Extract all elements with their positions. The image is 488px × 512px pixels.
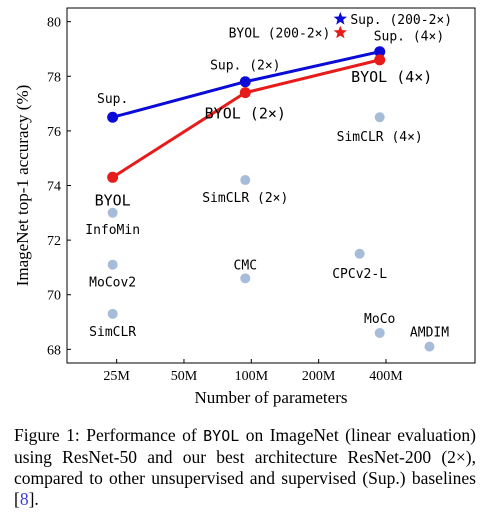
point-mocov2 — [107, 259, 118, 270]
point-byol-2x — [239, 87, 251, 99]
caption-method: BYOL — [203, 427, 240, 445]
point-sup — [107, 111, 119, 123]
label-byol-4x: BYOL (4×) — [351, 68, 432, 86]
caption-prefix: Figure 1: Performance of — [14, 425, 204, 445]
label-moco: MoCo — [364, 312, 395, 327]
x-axis-label: Number of parameters — [195, 388, 348, 407]
caption-end: ]. — [28, 489, 39, 509]
label-sup-4x: Sup. (4×) — [374, 30, 444, 45]
y-tick-label: 76 — [47, 125, 61, 140]
label-infomin: InfoMin — [85, 223, 140, 238]
y-tick-label: 80 — [47, 16, 61, 31]
x-tick-label: 100M — [235, 369, 269, 384]
label-simclr: SimCLR — [89, 325, 136, 340]
y-tick-label: 68 — [47, 343, 61, 358]
point-byol-4x — [374, 54, 386, 66]
accuracy-vs-parameters-chart: 25M 50M 100M 200M 400M 68 70 72 74 76 78 80 Number o… — [13, 7, 476, 407]
x-tick-label: 200M — [302, 369, 336, 384]
point-simclr — [107, 308, 118, 319]
caption-sup: (Sup.) — [362, 468, 406, 488]
y-tick-label: 74 — [47, 180, 61, 195]
figure-caption: Figure 1: Performance of BYOL on ImageNe… — [14, 425, 476, 510]
star-byol-200-2x — [333, 25, 347, 39]
y-tick-label: 78 — [47, 70, 61, 85]
label-simclr-4x: SimCLR (4×) — [337, 130, 423, 145]
plot-axes: 25M 50M 100M 200M 400M 68 70 72 74 76 78 80 Number o… — [13, 7, 476, 407]
label-sup: Sup. — [97, 92, 128, 107]
label-mocov2: MoCov2 — [89, 276, 136, 291]
point-simclr-4x — [374, 112, 385, 123]
citation-link[interactable]: 8 — [19, 489, 29, 509]
label-byol-2x: BYOL (2×) — [205, 105, 286, 123]
label-simclr-2x: SimCLR (2×) — [202, 191, 288, 206]
y-tick-label: 70 — [47, 289, 61, 304]
point-sup-2x — [239, 76, 251, 88]
point-infomin — [107, 207, 118, 218]
label-byol-200-2x: BYOL (200-2×) — [229, 27, 331, 42]
point-simclr-2x — [240, 175, 251, 186]
y-axis-label: ImageNet top-1 accuracy (%) — [13, 85, 32, 287]
point-amdim — [424, 341, 435, 352]
x-tick-label: 25M — [103, 369, 130, 384]
label-sup-2x: Sup. (2×) — [210, 59, 280, 74]
point-cpcv2-l — [354, 248, 365, 259]
x-tick-label: 50M — [171, 369, 198, 384]
x-tick-label: 400M — [369, 369, 403, 384]
caption-middle: on ImageNet (linear evaluation) using Re… — [14, 425, 476, 488]
label-sup-200-2x: Sup. (200-2×) — [350, 13, 452, 28]
y-tick-label: 72 — [47, 234, 61, 249]
plot-labels: Sup. Sup. (2×) Sup. (4×) BYOL BYOL (2×) BYOL … — [85, 13, 452, 341]
label-cpcv2-l: CPCv2-L — [332, 267, 387, 282]
caption-suffix: baselines [ — [14, 468, 476, 509]
point-byol — [107, 171, 119, 183]
point-cmc — [240, 273, 251, 284]
plot-marks — [107, 11, 435, 352]
star-sup-200-2x — [333, 11, 347, 25]
label-amdim: AMDIM — [410, 326, 449, 341]
point-sup-4x — [374, 46, 386, 58]
label-byol: BYOL — [95, 191, 131, 209]
point-moco — [374, 327, 385, 338]
label-cmc: CMC — [234, 258, 257, 273]
